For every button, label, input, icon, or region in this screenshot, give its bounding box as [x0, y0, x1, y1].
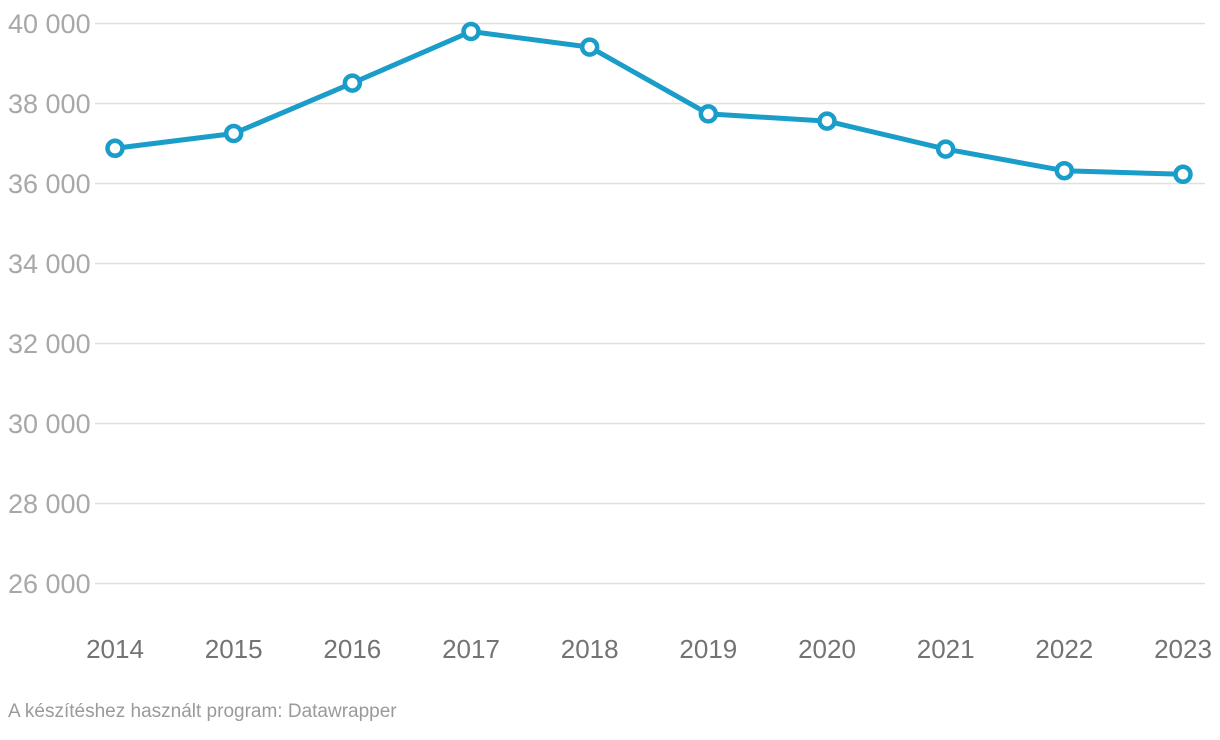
x-tick-label: 2018	[561, 634, 619, 664]
y-tick-label: 36 000	[8, 169, 91, 199]
data-point-marker[interactable]	[1054, 160, 1075, 181]
y-tick-label: 30 000	[8, 409, 91, 439]
y-tick-label: 40 000	[8, 9, 91, 39]
line-series	[112, 29, 1186, 177]
y-tick-label: 26 000	[8, 569, 91, 599]
x-tick-label: 2014	[86, 634, 144, 664]
x-tick-label: 2017	[442, 634, 500, 664]
y-tick-label: 28 000	[8, 489, 91, 519]
y-tick-label: 38 000	[8, 89, 91, 119]
data-point-marker[interactable]	[698, 104, 719, 124]
y-tick-label: 32 000	[8, 329, 91, 359]
data-point-marker[interactable]	[461, 21, 481, 42]
chart-credit-text: A készítéshez használt program: Datawrap…	[8, 701, 397, 722]
x-tick-label: 2019	[679, 634, 737, 664]
x-tick-label: 2022	[1035, 634, 1093, 664]
x-tick-label: 2016	[323, 634, 381, 664]
x-tick-label: 2023	[1154, 634, 1212, 664]
data-point-marker[interactable]	[1173, 164, 1193, 185]
x-tick-label: 2020	[798, 634, 856, 664]
x-tick-label: 2015	[205, 634, 263, 664]
data-point-marker[interactable]	[105, 138, 125, 159]
x-tick-label: 2021	[917, 634, 975, 664]
y-tick-label: 34 000	[8, 249, 91, 279]
data-point-marker[interactable]	[579, 37, 600, 57]
data-point-marker[interactable]	[342, 73, 363, 93]
data-point-marker[interactable]	[935, 139, 956, 159]
data-point-marker[interactable]	[817, 111, 837, 131]
data-point-marker[interactable]	[223, 123, 244, 144]
